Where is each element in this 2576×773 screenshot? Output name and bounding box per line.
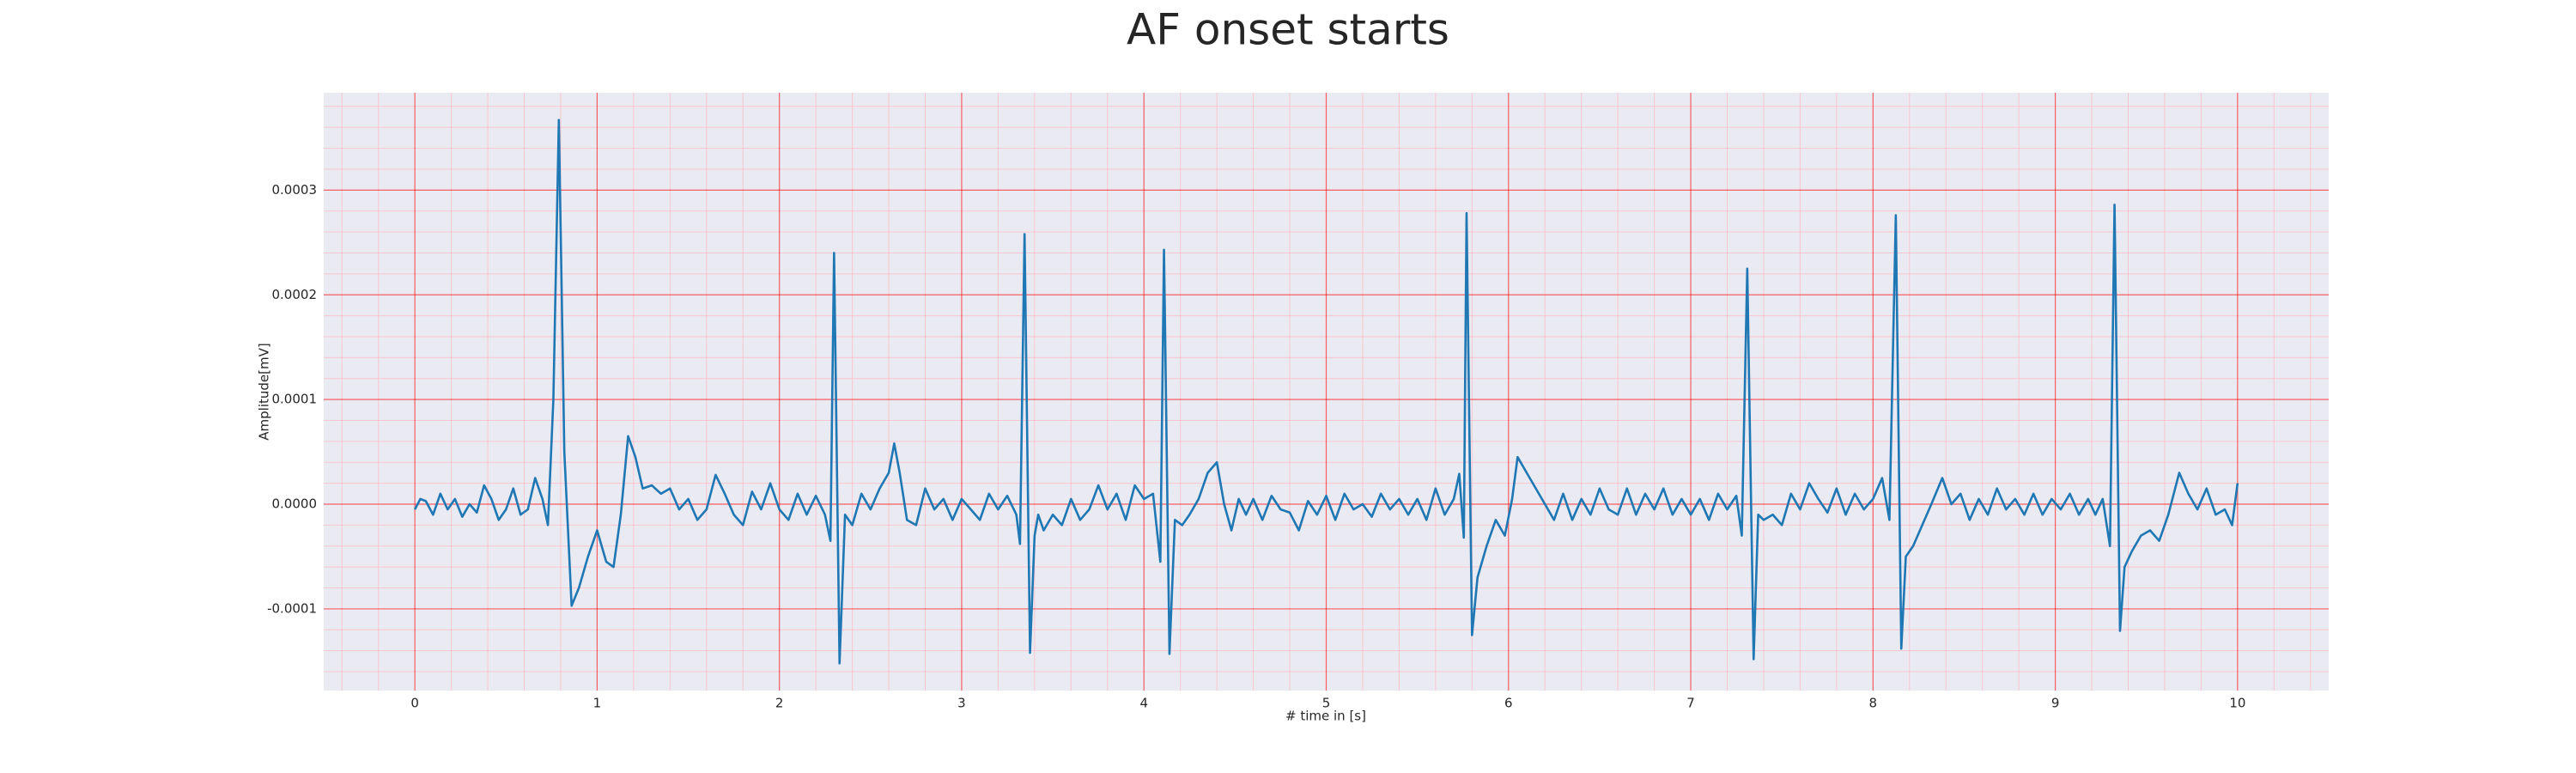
x-tick-label: 1: [593, 696, 602, 711]
x-tick-label: 4: [1139, 696, 1148, 711]
signal-line: [413, 119, 2239, 665]
y-tick-label: 0.0001: [272, 392, 318, 407]
x-tick-label: 5: [1322, 696, 1331, 711]
x-tick-label: 9: [2051, 696, 2060, 711]
y-tick-label: 0.0002: [272, 287, 318, 302]
y-tick-label: 0.0003: [272, 182, 318, 198]
x-tick-label: 0: [410, 696, 419, 711]
x-tick-label: 2: [775, 696, 784, 711]
chart-title: AF onset starts: [1127, 5, 1449, 55]
y-tick-label: -0.0001: [267, 600, 317, 616]
x-tick-label: 10: [2229, 696, 2245, 711]
y-axis-label: Amplitude[mV]: [257, 343, 272, 440]
x-tick-label: 7: [1686, 696, 1695, 711]
x-axis-label: # time in [s]: [1285, 709, 1366, 724]
y-tick-label: 0.0000: [272, 496, 318, 512]
x-tick-label: 8: [1869, 696, 1878, 711]
x-tick-label: 3: [957, 696, 966, 711]
x-tick-label: 6: [1504, 696, 1513, 711]
